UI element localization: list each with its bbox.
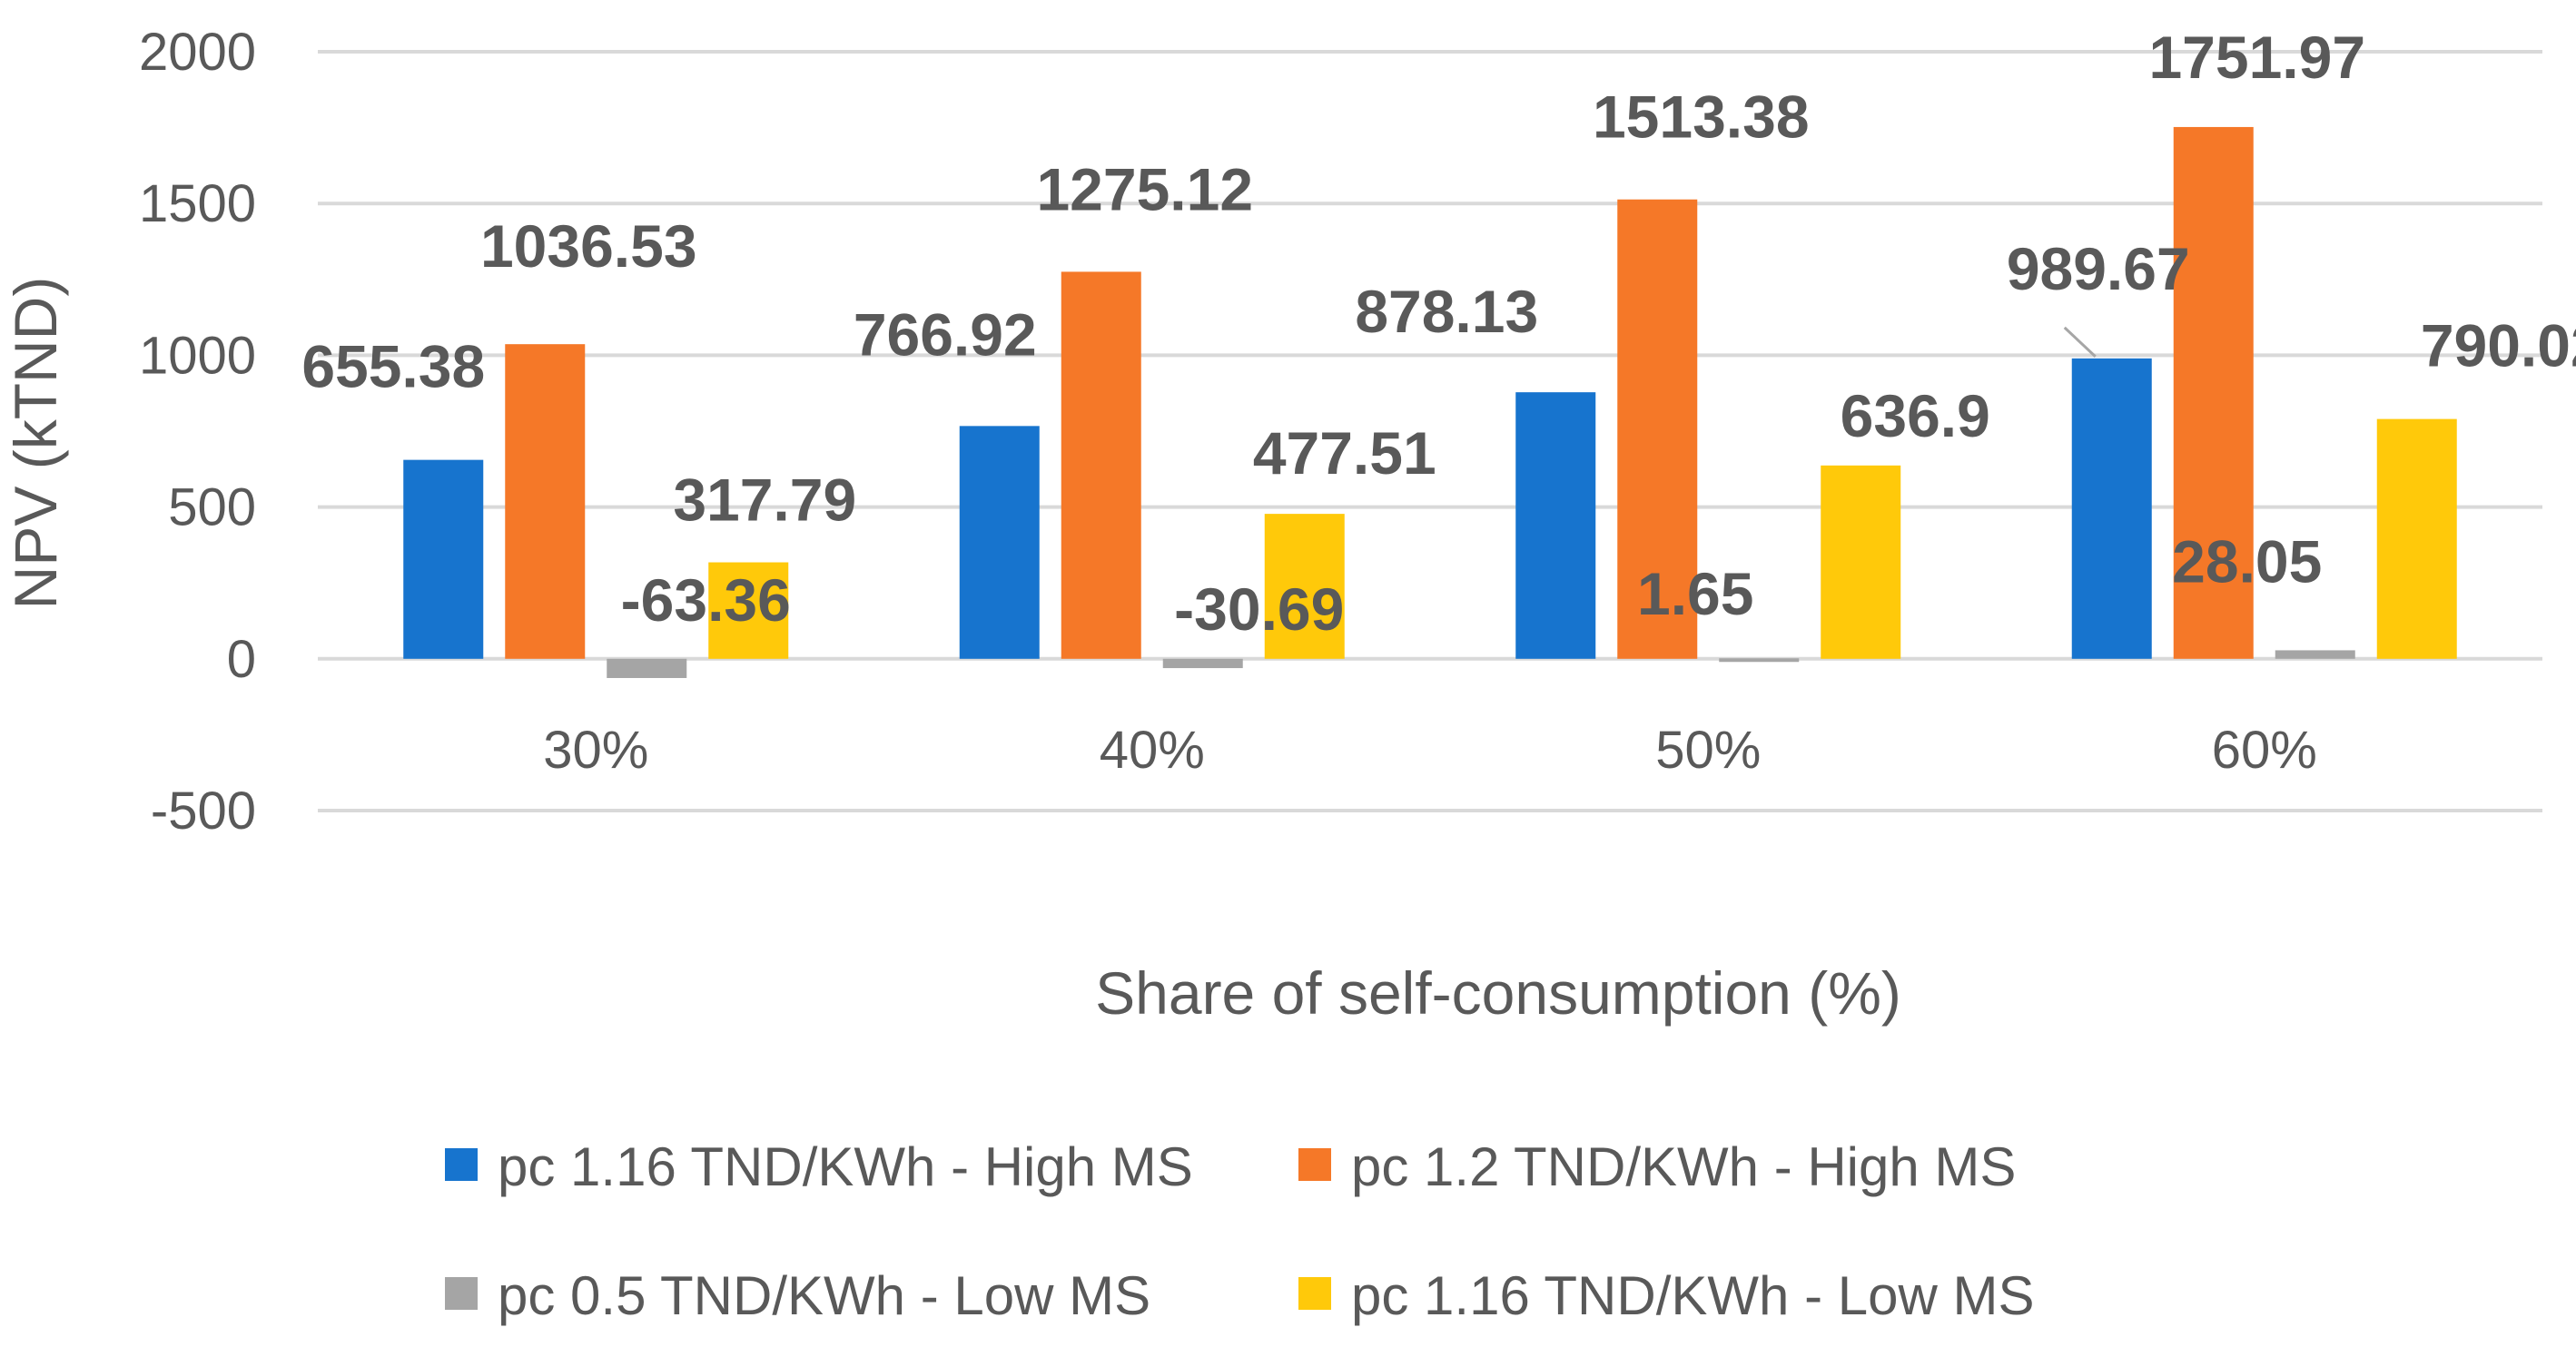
y-tick-label-4: 0 — [227, 630, 256, 689]
leader-lines — [2063, 326, 2097, 358]
leader-line-0-3 — [2063, 326, 2097, 358]
bars — [403, 126, 2457, 678]
bar-2-0 — [607, 658, 687, 678]
data-label-2-0: -63.36 — [621, 566, 791, 634]
bar-2-3 — [2275, 650, 2355, 659]
y-axis-title: NPV (kTND) — [2, 277, 69, 610]
bar-3-2 — [1821, 465, 1901, 659]
x-tick-label-1: 40% — [1100, 721, 1205, 780]
bar-2-2 — [1719, 658, 1800, 663]
y-axis-ticks: 2000 1500 1000 500 0 -500 — [139, 23, 256, 841]
bar-2-1 — [1162, 658, 1243, 669]
y-tick-label-2: 1000 — [139, 326, 256, 385]
bar-3-1 — [1264, 514, 1345, 659]
bar-1-1 — [1061, 271, 1141, 659]
legend-swatch-3 — [1298, 1277, 1331, 1310]
legend-label-3: pc 1.16 TND/KWh - Low MS — [1351, 1265, 2034, 1326]
bar-0-3 — [2071, 358, 2152, 659]
bar-0-1 — [959, 426, 1040, 659]
data-label-1-0: 1036.53 — [480, 212, 697, 280]
data-label-3-3: 790.02 — [2421, 312, 2576, 379]
data-label-1-3: 1751.97 — [2148, 24, 2365, 91]
gridlines — [318, 50, 2542, 812]
data-label-2-1: -30.69 — [1174, 575, 1344, 643]
y-tick-label-3: 500 — [168, 478, 256, 537]
legend-label-0: pc 1.16 TND/KWh - High MS — [498, 1136, 1193, 1197]
bar-0-0 — [403, 459, 484, 659]
legend-swatch-1 — [1298, 1148, 1331, 1181]
legend: pc 1.16 TND/KWh - High MS pc 1.2 TND/KWh… — [445, 1136, 2034, 1326]
data-label-0-0: 655.38 — [301, 333, 485, 400]
x-axis-ticks: 30% 40% 50% 60% — [543, 721, 2317, 780]
x-tick-label-0: 30% — [543, 721, 648, 780]
y-tick-label-1: 1500 — [139, 174, 256, 233]
bar-0-2 — [1515, 392, 1596, 659]
bar-1-3 — [2173, 126, 2254, 659]
data-label-1-2: 1513.38 — [1593, 84, 1810, 151]
legend-swatch-0 — [445, 1148, 478, 1181]
bar-3-0 — [708, 562, 789, 659]
x-tick-label-3: 60% — [2212, 721, 2317, 780]
bar-3-3 — [2376, 418, 2457, 659]
bar-1-2 — [1617, 199, 1698, 659]
data-label-3-2: 636.9 — [1841, 382, 1990, 449]
data-label-0-3: 989.67 — [2007, 235, 2190, 302]
bar-1-0 — [505, 344, 586, 659]
data-label-3-1: 477.51 — [1253, 419, 1436, 487]
data-label-3-0: 317.79 — [673, 467, 856, 534]
legend-label-1: pc 1.2 TND/KWh - High MS — [1351, 1136, 2016, 1197]
legend-swatch-2 — [445, 1277, 478, 1310]
data-label-0-2: 878.13 — [1355, 278, 1538, 345]
legend-label-2: pc 0.5 TND/KWh - Low MS — [498, 1265, 1150, 1326]
data-label-2-3: 28.05 — [2172, 527, 2322, 595]
data-label-2-2: 1.65 — [1637, 560, 1753, 627]
data-label-0-1: 766.92 — [854, 300, 1037, 368]
x-axis-title: Share of self-consumption (%) — [1095, 959, 1901, 1027]
y-tick-label-0: 2000 — [139, 23, 256, 82]
data-labels: 655.38 1036.53 -63.36 317.79 766.92 1275.12 -3… — [301, 24, 2576, 643]
y-tick-label-5: -500 — [151, 782, 256, 841]
data-label-1-1: 1275.12 — [1036, 155, 1253, 222]
x-tick-label-2: 50% — [1655, 721, 1761, 780]
